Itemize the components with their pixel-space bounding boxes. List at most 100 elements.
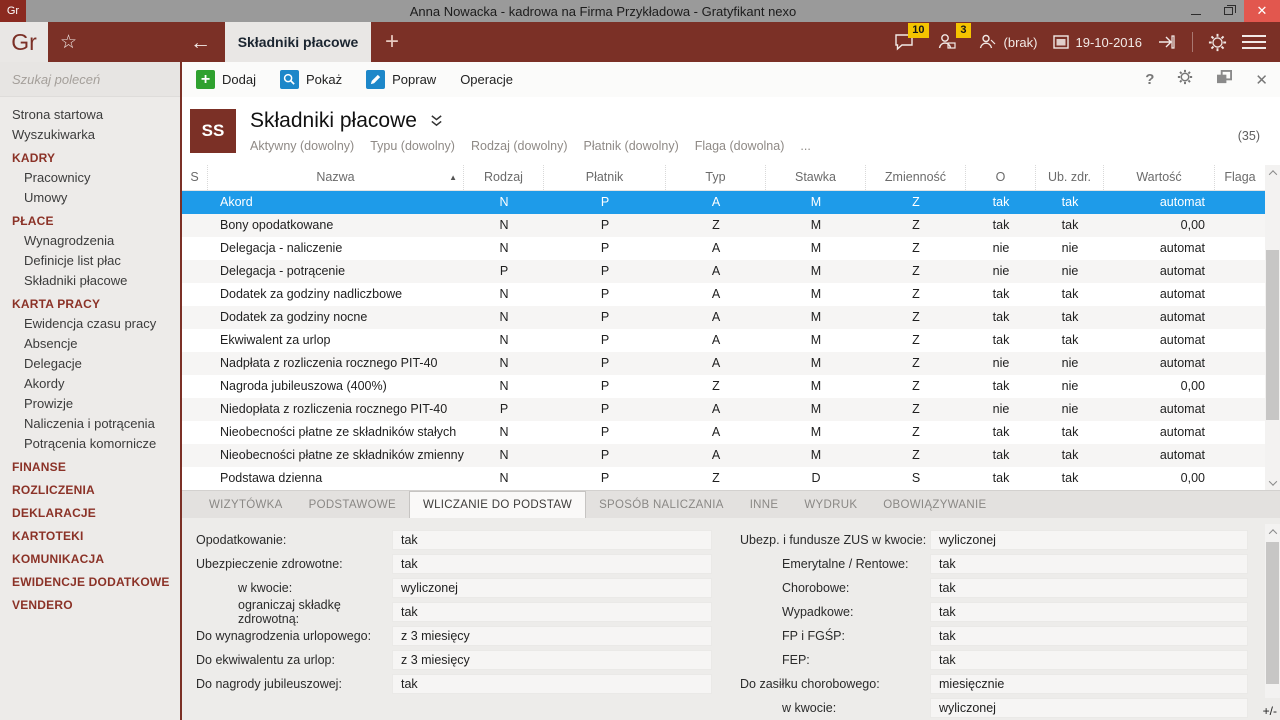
tab-podstawowe[interactable]: PODSTAWOWE [296, 491, 409, 518]
cell-płatnik: P [544, 444, 666, 467]
table-row[interactable]: Ekwiwalent za urlopNPAMZtaktakautomat [182, 329, 1280, 352]
column-header-s[interactable]: S [182, 165, 208, 190]
table-row[interactable]: Delegacja - potrąceniePPAMZnienieautomat [182, 260, 1280, 283]
tab-inne[interactable]: INNE [737, 491, 792, 518]
main-menu-button[interactable] [1242, 35, 1266, 49]
table-row[interactable]: Niedopłata z rozliczenia rocznego PIT-40… [182, 398, 1280, 421]
minimize-button[interactable] [1180, 0, 1212, 22]
favorites-star-icon[interactable]: ☆ [60, 33, 77, 52]
detail-field-value: tak [930, 578, 1248, 598]
filter-typu-dowolny[interactable]: Typu (dowolny) [370, 139, 455, 153]
table-row[interactable]: Nieobecności płatne ze składników stałyc… [182, 421, 1280, 444]
sidebar-item-komunikacja[interactable]: KOMUNIKACJA [0, 550, 180, 569]
column-header-zmienność[interactable]: Zmienność [866, 165, 966, 190]
table-row[interactable]: Nadpłata z rozliczenia rocznego PIT-40NP… [182, 352, 1280, 375]
sidebar-item-naliczenia-i-potrącenia[interactable]: Naliczenia i potrącenia [0, 414, 180, 434]
column-header-rodzaj[interactable]: Rodzaj [464, 165, 544, 190]
close-view-button[interactable]: ✕ [1255, 71, 1268, 89]
sidebar-item-strona-startowa[interactable]: Strona startowa [0, 105, 180, 125]
cell-rodzaj: N [464, 375, 544, 398]
scroll-up-arrow[interactable] [1265, 165, 1280, 180]
sidebar-item-płace[interactable]: PŁACE [0, 212, 180, 231]
chevron-double-down-icon[interactable] [429, 114, 444, 128]
show-button[interactable]: Pokaż [280, 70, 342, 89]
sidebar-item-prowizje[interactable]: Prowizje [0, 394, 180, 414]
filter-płatnik-dowolny[interactable]: Płatnik (dowolny) [584, 139, 679, 153]
sidebar-item-kadry[interactable]: KADRY [0, 149, 180, 168]
column-header-o[interactable]: O [966, 165, 1036, 190]
sidebar-item-wyszukiwarka[interactable]: Wyszukiwarka [0, 125, 180, 145]
column-header-płatnik[interactable]: Płatnik [544, 165, 666, 190]
tab-wizytówka[interactable]: WIZYTÓWKA [196, 491, 296, 518]
sidebar-item-vendero[interactable]: VENDERO [0, 596, 180, 615]
sidebar-item-definicje-list-płac[interactable]: Definicje list płac [0, 251, 180, 271]
tab-obowiązywanie[interactable]: OBOWIĄZYWANIE [870, 491, 999, 518]
command-search-input[interactable] [12, 72, 190, 87]
logout-button[interactable] [1156, 33, 1178, 51]
sidebar-item-potrącenia-komornicze[interactable]: Potrącenia komornicze [0, 434, 180, 454]
work-date[interactable]: 19-10-2016 [1052, 33, 1143, 51]
table-row[interactable]: Delegacja - naliczenieNPAMZnienieautomat [182, 237, 1280, 260]
app-menu-logo[interactable]: Gr [0, 22, 48, 62]
sidebar-item-umowy[interactable]: Umowy [0, 188, 180, 208]
tab-sposób-naliczania[interactable]: SPOSÓB NALICZANIA [586, 491, 737, 518]
edit-button[interactable]: Popraw [366, 70, 436, 89]
scrollbar-thumb[interactable] [1266, 542, 1279, 684]
sidebar-item-ewidencja-czasu-pracy[interactable]: Ewidencja czasu pracy [0, 314, 180, 334]
tab-wydruk[interactable]: WYDRUK [791, 491, 870, 518]
filter-aktywny-dowolny[interactable]: Aktywny (dowolny) [250, 139, 354, 153]
table-row[interactable]: Podstawa dziennaNPZDStaktak0,00 [182, 467, 1280, 490]
column-header-ub-zdr[interactable]: Ub. zdr. [1036, 165, 1104, 190]
filter-flaga-dowolna[interactable]: Flaga (dowolna) [695, 139, 785, 153]
tab-wliczanie-do-podstaw[interactable]: WLICZANIE DO PODSTAW [409, 491, 586, 518]
page-title: Składniki płacowe [250, 109, 417, 133]
add-button[interactable]: + Dodaj [196, 70, 256, 89]
table-row[interactable]: Nieobecności płatne ze składników zmienn… [182, 444, 1280, 467]
new-tab-button[interactable]: + [371, 22, 413, 62]
filter-more[interactable]: ... [800, 139, 810, 153]
messages-button[interactable]: 10 [894, 32, 916, 52]
sidebar-item-składniki-płacowe[interactable]: Składniki płacowe [0, 271, 180, 291]
scroll-up-arrow[interactable] [1265, 524, 1280, 539]
back-arrow-icon[interactable]: ← [190, 32, 211, 53]
table-row[interactable]: Dodatek za godziny nadliczboweNPAMZtakta… [182, 283, 1280, 306]
table-scrollbar[interactable] [1265, 165, 1280, 490]
contacts-button[interactable]: 3 [936, 32, 958, 52]
restore-button[interactable] [1212, 0, 1244, 22]
help-button[interactable]: ? [1145, 71, 1154, 88]
messages-badge: 10 [908, 23, 928, 38]
operations-menu[interactable]: Operacje [460, 72, 513, 87]
sidebar-item-karta-pracy[interactable]: KARTA PRACY [0, 295, 180, 314]
column-header-typ[interactable]: Typ [666, 165, 766, 190]
table-row[interactable]: Dodatek za godziny nocneNPAMZtaktakautom… [182, 306, 1280, 329]
filter-rodzaj-dowolny[interactable]: Rodzaj (dowolny) [471, 139, 568, 153]
column-header-nazwa[interactable]: Nazwa▲ [208, 165, 464, 190]
sidebar-item-pracownicy[interactable]: Pracownicy [0, 168, 180, 188]
plus-minus-control[interactable]: +/- [1263, 704, 1277, 718]
tab-skladniki-placowe[interactable]: Składniki płacowe [225, 22, 371, 62]
sidebar-item-ewidencje-dodatkowe[interactable]: EWIDENCJE DODATKOWE [0, 573, 180, 592]
sidebar-item-delegacje[interactable]: Delegacje [0, 354, 180, 374]
sidebar-item-wynagrodzenia[interactable]: Wynagrodzenia [0, 231, 180, 251]
sidebar-item-akordy[interactable]: Akordy [0, 374, 180, 394]
sidebar-item-finanse[interactable]: FINANSE [0, 458, 180, 477]
module-settings-button[interactable] [1176, 68, 1194, 91]
detach-view-button[interactable] [1216, 70, 1233, 90]
table-row[interactable]: AkordNPAMZtaktakautomat [182, 191, 1280, 214]
session-user[interactable]: (brak) [978, 33, 1038, 51]
scrollbar-thumb[interactable] [1266, 250, 1279, 420]
sidebar-item-rozliczenia[interactable]: ROZLICZENIA [0, 481, 180, 500]
column-header-stawka[interactable]: Stawka [766, 165, 866, 190]
scroll-down-arrow[interactable] [1265, 475, 1280, 490]
table-row[interactable]: Bony opodatkowaneNPZMZtaktak0,00 [182, 214, 1280, 237]
sidebar-item-absencje[interactable]: Absencje [0, 334, 180, 354]
column-header-wartość[interactable]: Wartość [1104, 165, 1215, 190]
settings-button[interactable] [1207, 32, 1228, 53]
detail-scrollbar[interactable] [1265, 524, 1280, 698]
table-row[interactable]: Nagroda jubileuszowa (400%)NPZMZtaknie0,… [182, 375, 1280, 398]
detail-field-label: FEP: [740, 653, 930, 667]
sidebar-item-deklaracje[interactable]: DEKLARACJE [0, 504, 180, 523]
column-header-flaga[interactable]: Flaga [1215, 165, 1265, 190]
sidebar-item-kartoteki[interactable]: KARTOTEKI [0, 527, 180, 546]
close-button[interactable]: ✕ [1244, 0, 1280, 22]
